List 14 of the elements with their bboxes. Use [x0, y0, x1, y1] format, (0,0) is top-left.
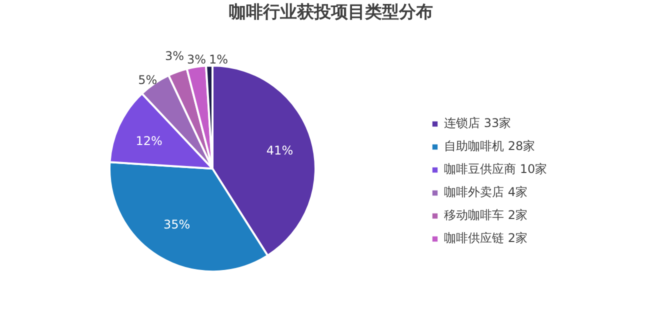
data-label: 3%: [164, 49, 184, 63]
legend-label: 咖啡供应链 2家: [444, 230, 528, 247]
legend-label: 咖啡豆供应商 10家: [444, 161, 548, 178]
legend-label: 连锁店 33家: [444, 115, 512, 132]
data-label: 41%: [266, 143, 294, 158]
data-label: 35%: [164, 218, 190, 232]
data-label: 1%: [208, 52, 228, 67]
legend-label: 自助咖啡机 28家: [444, 138, 536, 155]
data-label: 5%: [138, 72, 158, 87]
chart-title: 咖啡行业获投项目类型分布: [229, 2, 433, 22]
legend-label: 咖啡外卖店 4家: [444, 184, 528, 201]
legend-label: 移动咖啡车 2家: [444, 207, 528, 224]
data-label: 3%: [186, 52, 206, 67]
data-label: 12%: [136, 134, 162, 148]
